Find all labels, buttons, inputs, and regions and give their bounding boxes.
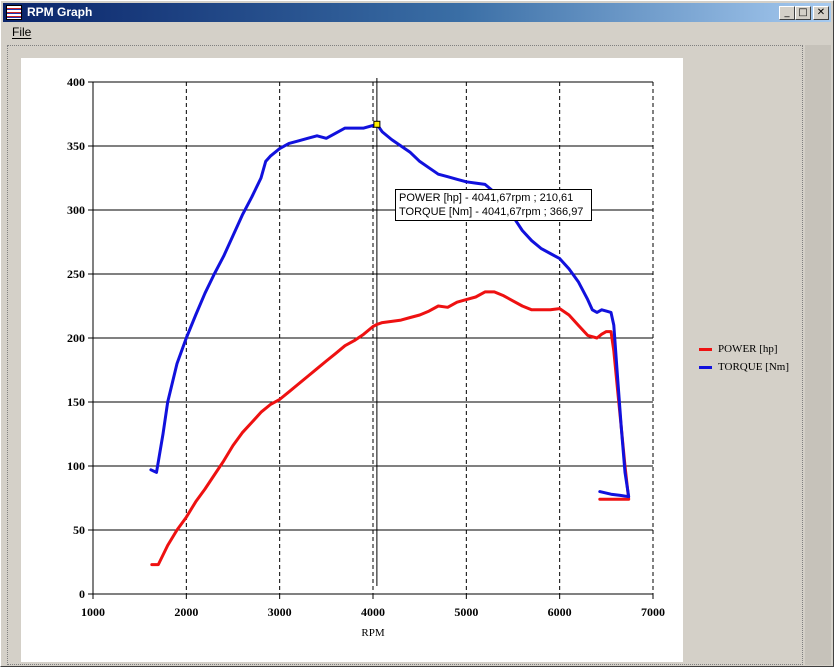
- y-tick-label: 200: [67, 331, 85, 345]
- menu-bar: File: [3, 23, 831, 41]
- y-tick-label: 400: [67, 75, 85, 89]
- client-area: [7, 45, 803, 665]
- menu-file[interactable]: File: [12, 25, 32, 39]
- x-tick-label: 6000: [548, 605, 572, 619]
- legend-swatch: [699, 366, 712, 369]
- y-tick-label: 100: [67, 459, 85, 473]
- legend-item-torque: TORQUE [Nm]: [699, 360, 791, 378]
- y-tick-label: 0: [79, 587, 85, 601]
- y-tick-label: 250: [67, 267, 85, 281]
- x-axis-label: RPM: [361, 627, 384, 639]
- y-tick-label: 350: [67, 139, 85, 153]
- x-tick-label: 7000: [641, 605, 665, 619]
- chart-panel[interactable]: 0 50 100 150 200 250 300 350 400 1000 2000 3000 4000…: [21, 58, 683, 662]
- tooltip-torque-line: TORQUE [Nm] - 4041,67rpm ; 366,97: [399, 206, 584, 218]
- app-icon[interactable]: [6, 5, 22, 20]
- rpm-chart[interactable]: 0 50 100 150 200 250 300 350 400 1000 2000 3000 4000…: [21, 58, 683, 662]
- title-bar[interactable]: RPM Graph _ □ ✕: [3, 3, 831, 22]
- maximize-button[interactable]: □: [795, 6, 811, 20]
- series-line-power: [150, 290, 631, 567]
- side-panel: [805, 45, 831, 665]
- x-tick-label: 3000: [268, 605, 292, 619]
- tooltip-power-line: POWER [hp] - 4041,67rpm ; 210,61: [399, 192, 574, 204]
- y-tick-label: 50: [73, 523, 85, 537]
- x-tick-label: 1000: [81, 605, 105, 619]
- chart-legend: POWER [hp] TORQUE [Nm]: [699, 342, 791, 378]
- cursor-marker: [373, 120, 381, 128]
- legend-label: POWER [hp]: [718, 343, 778, 355]
- legend-item-power: POWER [hp]: [699, 342, 791, 360]
- y-tick-label: 300: [67, 203, 85, 217]
- window-title: RPM Graph: [27, 5, 93, 19]
- legend-swatch: [699, 348, 712, 351]
- series-line-torque: [149, 122, 631, 499]
- x-tick-label: 4000: [361, 605, 385, 619]
- legend-label: TORQUE [Nm]: [718, 361, 789, 373]
- minimize-button[interactable]: _: [779, 6, 795, 20]
- x-tick-label: 2000: [174, 605, 198, 619]
- y-tick-label: 150: [67, 395, 85, 409]
- x-tick-label: 5000: [454, 605, 478, 619]
- cursor-tooltip: POWER [hp] - 4041,67rpm ; 210,61 TORQUE …: [395, 189, 592, 221]
- close-button[interactable]: ✕: [813, 6, 829, 20]
